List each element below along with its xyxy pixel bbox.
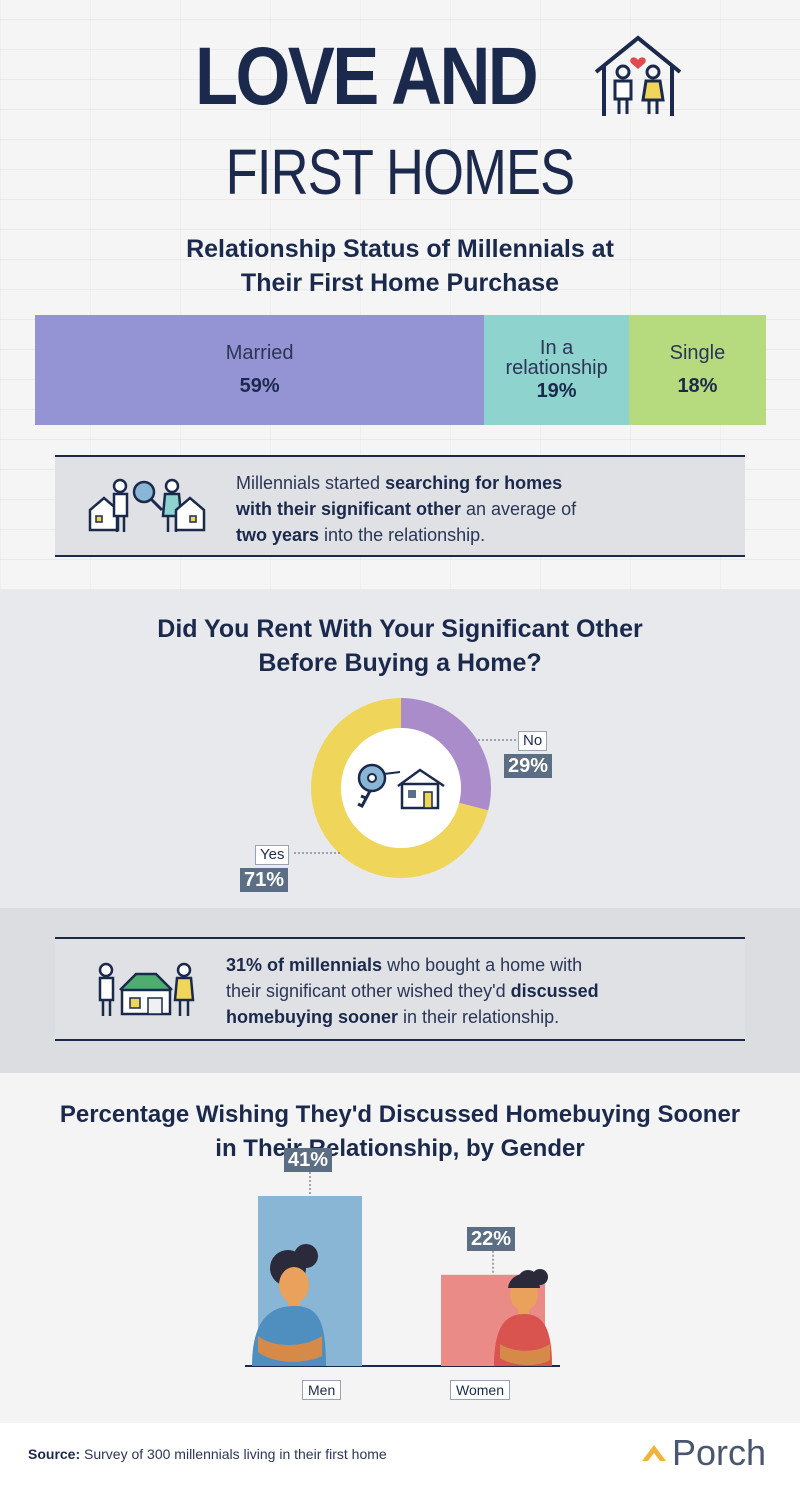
status-segment-single: Single 18% xyxy=(628,315,766,425)
search-info-bold-2: with their significant other xyxy=(236,499,462,519)
footer-background xyxy=(0,1423,800,1490)
source-text: Survey of 300 millennials living in thei… xyxy=(80,1446,387,1462)
search-info-text: Millennials started searching for homes … xyxy=(236,470,656,548)
discuss-info-bold-3: homebuying sooner xyxy=(226,1007,399,1027)
discuss-info-mid: who bought a home with xyxy=(382,955,583,975)
title-line-2: FIRST HOMES xyxy=(225,136,575,208)
status-segment-value: 18% xyxy=(677,374,718,397)
status-segment-label-line: Single xyxy=(669,341,726,364)
source-label: Source: xyxy=(28,1446,81,1462)
gender-section-background xyxy=(0,1073,800,1423)
gender-category-label: Men xyxy=(302,1380,342,1400)
source-note: Source: Survey of 300 millennials living… xyxy=(28,1446,387,1462)
status-segment-label-line: In a xyxy=(539,336,574,359)
gender-category-label: Women xyxy=(450,1380,510,1400)
couple-house-icon xyxy=(594,35,682,116)
status-segment-label: In a relationship xyxy=(505,338,607,378)
discuss-info-bold-1: 31% of millennials xyxy=(226,955,383,975)
woman-illustration xyxy=(494,1269,552,1366)
status-segment-label: Married xyxy=(226,343,294,363)
man-illustration xyxy=(252,1244,326,1366)
search-info-mid: an average of xyxy=(461,499,577,519)
status-segment-label-line: Married xyxy=(225,341,294,364)
status-segment-in-a-relationship: In a relationship 19% xyxy=(484,315,629,425)
gender-title-line-2: in Their Relationship, by Gender xyxy=(215,1135,585,1162)
rent-chart-title: Did You Rent With Your Significant Other… xyxy=(0,612,800,680)
discuss-info-line2: their significant other wished they'd xyxy=(226,981,511,1001)
search-info-post: into the relationship. xyxy=(319,525,486,545)
relationship-status-stacked-bar: Married 59% In a relationship 19% Single 18% xyxy=(35,315,766,425)
house-search-icon xyxy=(88,478,206,532)
search-info-bold-3: two years xyxy=(236,525,320,545)
gender-value-label: 41% xyxy=(284,1148,333,1172)
gender-title-line-1: Percentage Wishing They'd Discussed Home… xyxy=(59,1101,741,1128)
status-segment-label: Single xyxy=(670,343,726,363)
donut-value-label: 29% xyxy=(504,754,553,778)
key-house-icon xyxy=(357,763,445,810)
discuss-info-text: 31% of millennials who bought a home wit… xyxy=(226,952,686,1030)
discuss-info-bold-2: discussed xyxy=(510,981,599,1001)
donut-category-label: Yes xyxy=(255,845,290,865)
status-segment-value: 19% xyxy=(536,379,577,402)
donut-value-label: 71% xyxy=(240,868,289,892)
couple-home-icon xyxy=(98,962,195,1016)
status-segment-label-line: relationship xyxy=(505,356,608,379)
search-info-box xyxy=(55,455,745,557)
relationship-title-line-2: Their First Home Purchase xyxy=(240,269,560,297)
status-segment-value: 59% xyxy=(239,374,280,397)
donut-slice-yes xyxy=(311,698,489,878)
relationship-chart-title: Relationship Status of Millennials at Th… xyxy=(0,232,800,300)
status-segment-married: Married 59% xyxy=(35,315,485,425)
donut-category-label: No xyxy=(518,731,548,751)
title-line-1: LOVE AND xyxy=(195,31,539,122)
porch-brand: Porch xyxy=(672,1432,767,1473)
gender-chart-title: Percentage Wishing They'd Discussed Home… xyxy=(0,1098,800,1166)
search-info-pre: Millennials started xyxy=(236,473,386,493)
relationship-title-line-1: Relationship Status of Millennials at xyxy=(186,235,614,263)
search-info-bold-1: searching for homes xyxy=(385,473,563,493)
porch-logo-icon xyxy=(642,1445,666,1461)
gender-value-label: 22% xyxy=(467,1226,516,1251)
rent-title-line-1: Did You Rent With Your Significant Other xyxy=(157,615,643,643)
donut-slice-no xyxy=(401,698,492,811)
discuss-info-post: in their relationship. xyxy=(398,1007,560,1027)
rent-title-line-2: Before Buying a Home? xyxy=(258,649,542,677)
